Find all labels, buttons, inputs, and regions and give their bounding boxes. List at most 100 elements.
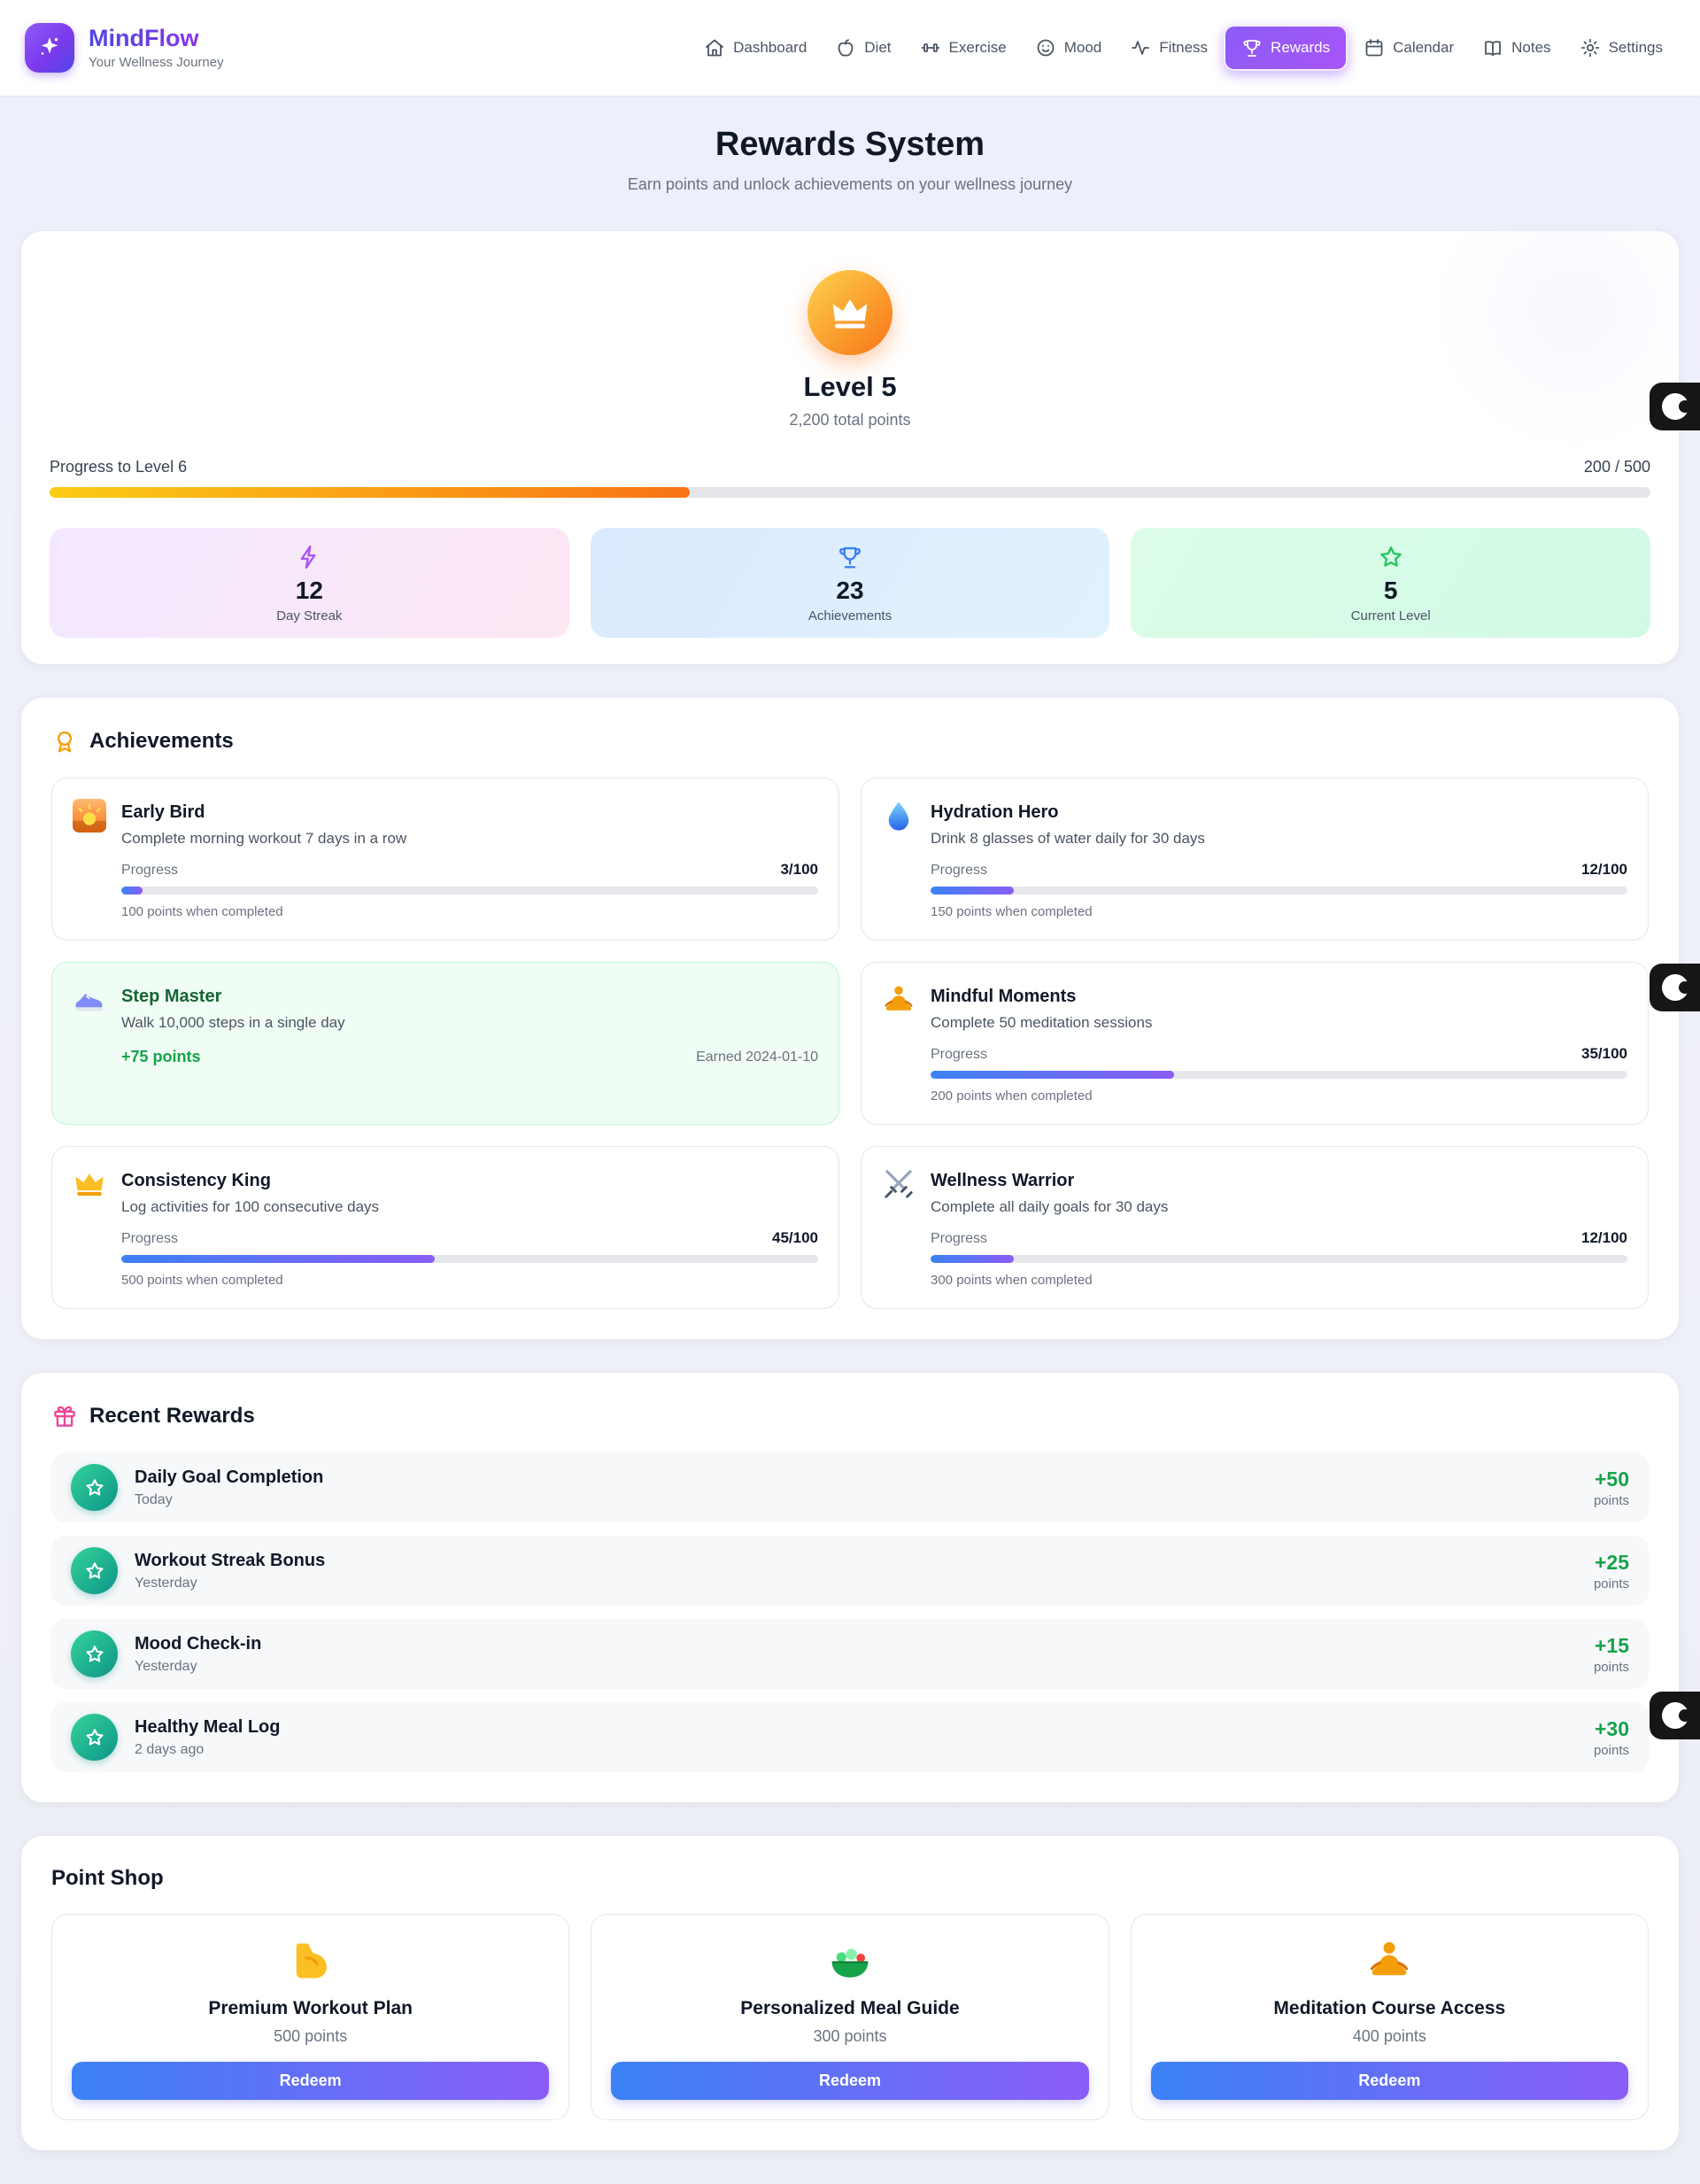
achievement-description: Drink 8 glasses of water daily for 30 da…	[931, 830, 1205, 847]
shop-item-title: Meditation Course Access	[1273, 1998, 1506, 2018]
nav-item-diet[interactable]: Diet	[823, 26, 903, 70]
achievement-progress-fill	[121, 887, 143, 895]
reward-title: Workout Streak Bonus	[135, 1550, 326, 1570]
stat-current-level: 5 Current Level	[1131, 528, 1650, 638]
reward-row: Workout Streak Bonus Yesterday +25 point…	[51, 1536, 1649, 1606]
crown-badge-icon	[808, 270, 892, 355]
progress-value: 45/100	[772, 1229, 818, 1246]
meditation-icon	[882, 983, 917, 1104]
stat-value: 12	[295, 577, 323, 604]
reward-title: Mood Check-in	[135, 1633, 262, 1653]
stat-day-streak: 12 Day Streak	[50, 528, 569, 638]
achievement-title: Mindful Moments	[931, 987, 1077, 1006]
redeem-button[interactable]: Redeem	[72, 2062, 550, 2100]
brand[interactable]: MindFlow Your Wellness Journey	[25, 23, 224, 73]
nav-item-notes[interactable]: Notes	[1470, 26, 1563, 70]
reward-title: Healthy Meal Log	[135, 1716, 281, 1737]
calendar-icon	[1364, 37, 1385, 58]
reward-title: Daily Goal Completion	[135, 1467, 324, 1487]
crown-icon	[73, 1167, 108, 1288]
widget-circle-icon	[1661, 393, 1691, 420]
app-tagline: Your Wellness Journey	[89, 55, 224, 71]
nav-item-fitness[interactable]: Fitness	[1117, 26, 1220, 70]
lightning-icon	[58, 544, 560, 570]
level-progress-label: Progress to Level 6	[50, 458, 188, 476]
floating-widget-badge[interactable]	[1650, 964, 1700, 1011]
reward-note: 300 points when completed	[931, 1273, 1093, 1288]
achievement-title: Step Master	[121, 987, 222, 1006]
shop-item-title: Personalized Meal Guide	[740, 1998, 960, 2018]
muscle-icon	[72, 1938, 549, 1987]
star-icon	[71, 1714, 118, 1761]
reward-note: 200 points when completed	[931, 1088, 1093, 1104]
achievement-title: Wellness Warrior	[931, 1171, 1075, 1190]
nav-item-rewards[interactable]: Rewards	[1224, 25, 1348, 71]
nav-item-settings[interactable]: Settings	[1567, 26, 1675, 70]
reward-row: Mood Check-in Yesterday +15 points	[51, 1619, 1649, 1689]
achievement-description: Complete morning workout 7 days in a row	[121, 830, 407, 847]
recent-rewards-section: Recent Rewards Daily Goal Completion Tod…	[21, 1373, 1679, 1802]
reward-points-label: points	[1593, 1659, 1629, 1675]
crossed-swords-icon	[882, 1167, 917, 1288]
reward-date: Today	[135, 1491, 173, 1507]
nav-label: Mood	[1063, 39, 1102, 56]
reward-points: +25	[1594, 1550, 1629, 1574]
achievement-card-mindful-moments: Mindful Moments Complete 50 meditation s…	[861, 962, 1649, 1125]
sneaker-icon	[73, 983, 108, 1104]
reward-date: Yesterday	[135, 1575, 197, 1591]
shop-card-meditation-course: Meditation Course Access 400 points Rede…	[1130, 1914, 1649, 2120]
stat-label: Achievements	[808, 608, 892, 623]
stat-value: 23	[836, 577, 864, 604]
progress-label: Progress	[931, 1231, 988, 1246]
nav-item-exercise[interactable]: Exercise	[908, 26, 1019, 70]
page-header: Rewards System Earn points and unlock ac…	[0, 96, 1700, 231]
floating-widget-badge[interactable]	[1650, 383, 1700, 430]
nav-label: Dashboard	[733, 39, 808, 56]
shop-grid: Premium Workout Plan 500 points Redeem P…	[51, 1914, 1649, 2120]
top-navbar: MindFlow Your Wellness Journey Dashboard…	[0, 0, 1700, 96]
nav-item-calendar[interactable]: Calendar	[1351, 26, 1466, 70]
nav-item-dashboard[interactable]: Dashboard	[692, 26, 819, 70]
progress-label: Progress	[121, 863, 179, 878]
stats-row: 12 Day Streak 23 Achievements 5 Current …	[50, 528, 1650, 638]
smiley-icon	[1035, 37, 1056, 58]
level-progress-bar	[50, 487, 1650, 498]
shop-card-workout-plan: Premium Workout Plan 500 points Redeem	[51, 1914, 570, 2120]
earned-points: +75 points	[121, 1048, 201, 1065]
achievement-card-step-master: Step Master Walk 10,000 steps in a singl…	[51, 962, 839, 1125]
main-nav: Dashboard Diet Exercise Mood Fitness Rew…	[692, 25, 1675, 71]
achievement-progress-bar	[931, 1255, 1627, 1263]
reward-row: Healthy Meal Log 2 days ago +30 points	[51, 1702, 1649, 1772]
achievement-title: Early Bird	[121, 802, 205, 822]
section-heading: Recent Rewards	[89, 1404, 255, 1428]
achievement-card-wellness-warrior: Wellness Warrior Complete all daily goal…	[861, 1146, 1649, 1309]
section-heading: Point Shop	[51, 1866, 164, 1890]
nav-label: Calendar	[1393, 39, 1455, 56]
achievements-section: Achievements Early Bird Complete morning…	[21, 698, 1679, 1339]
achievement-progress-bar	[121, 1255, 818, 1263]
reward-date: 2 days ago	[135, 1741, 205, 1757]
achievement-description: Walk 10,000 steps in a single day	[121, 1014, 345, 1031]
shop-item-title: Premium Workout Plan	[208, 1998, 413, 2018]
shop-item-cost: 500 points	[274, 2027, 348, 2045]
nav-label: Fitness	[1159, 39, 1209, 56]
reward-points: +15	[1594, 1633, 1629, 1657]
shop-item-cost: 400 points	[1352, 2027, 1426, 2045]
app-name: MindFlow	[89, 25, 224, 52]
reward-points-label: points	[1593, 1742, 1629, 1758]
sunrise-icon	[73, 799, 108, 919]
nav-item-mood[interactable]: Mood	[1023, 26, 1115, 70]
achievement-progress-fill	[931, 1071, 1175, 1079]
reward-note: 100 points when completed	[121, 904, 283, 919]
medal-icon	[51, 728, 78, 755]
progress-label: Progress	[121, 1231, 179, 1246]
achievement-description: Complete all daily goals for 30 days	[931, 1198, 1169, 1215]
redeem-button[interactable]: Redeem	[611, 2062, 1089, 2100]
redeem-button[interactable]: Redeem	[1150, 2062, 1628, 2100]
floating-widget-badge[interactable]	[1650, 1692, 1700, 1739]
salad-icon	[611, 1938, 1088, 1987]
achievement-card-hydration-hero: Hydration Hero Drink 8 glasses of water …	[861, 778, 1649, 941]
trophy-icon	[1241, 37, 1263, 58]
section-heading: Achievements	[89, 729, 234, 753]
widget-circle-icon	[1661, 974, 1691, 1001]
